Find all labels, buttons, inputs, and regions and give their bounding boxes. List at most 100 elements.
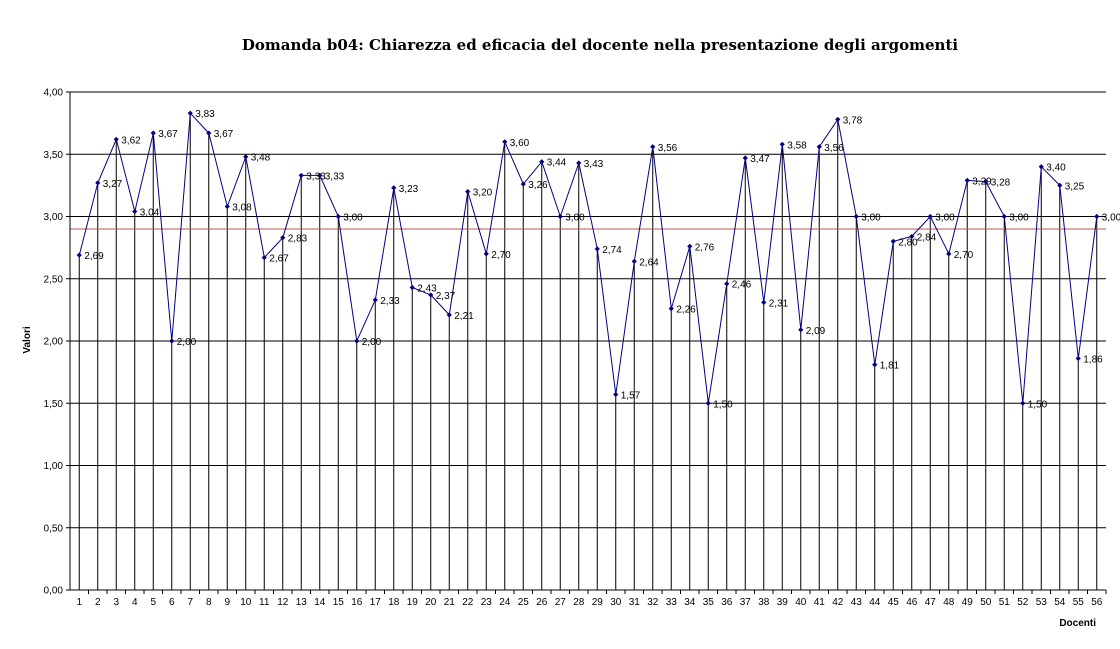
- y-tick-label: 3,50: [44, 150, 64, 161]
- data-label-10: 3,48: [251, 153, 271, 164]
- data-point-23: [483, 251, 489, 257]
- data-point-20: [428, 292, 434, 298]
- data-label-56: 3,00: [1102, 213, 1120, 224]
- data-point-35: [705, 400, 711, 406]
- x-tick-label: 38: [758, 597, 770, 608]
- y-tick-label: 3,00: [44, 212, 64, 223]
- x-tick-label: 12: [277, 597, 289, 608]
- x-tick-label: 8: [206, 597, 212, 608]
- data-label-7: 3,83: [195, 109, 215, 120]
- data-point-54: [1057, 182, 1063, 188]
- data-point-3: [113, 136, 119, 142]
- x-tick-label: 54: [1054, 597, 1066, 608]
- data-point-45: [890, 238, 896, 244]
- data-point-15: [335, 213, 341, 220]
- x-tick-label: 3: [113, 597, 119, 608]
- data-point-48: [946, 251, 952, 257]
- data-point-4: [132, 208, 138, 215]
- data-point-13: [298, 172, 304, 179]
- x-tick-label: 2: [95, 597, 101, 608]
- data-point-9: [224, 203, 230, 210]
- data-point-25: [520, 181, 526, 187]
- x-tick-label: 9: [224, 597, 230, 608]
- data-label-36: 2,46: [732, 280, 752, 291]
- data-label-4: 3,04: [140, 208, 160, 219]
- data-point-36: [724, 281, 730, 287]
- x-tick-label: 56: [1091, 597, 1103, 608]
- x-tick-label: 39: [777, 597, 789, 608]
- data-point-41: [816, 144, 822, 150]
- data-point-50: [983, 179, 989, 185]
- x-tick-label: 31: [629, 597, 641, 608]
- x-tick-label: 51: [999, 597, 1011, 608]
- data-label-52: 1,50: [1028, 399, 1048, 410]
- data-point-10: [243, 154, 249, 160]
- y-tick-labels: 0,00 0,50 1,00 1,50 2,00 2,50 3,00 3,50 4,00: [44, 88, 70, 597]
- data-point-7: [187, 110, 193, 116]
- x-axis-title: Docenti: [1059, 618, 1096, 629]
- data-label-38: 2,31: [769, 298, 789, 309]
- x-tick-label: 53: [1036, 597, 1048, 608]
- x-tick-label: 35: [703, 597, 715, 608]
- data-label-29: 2,74: [602, 245, 622, 256]
- data-label-22: 3,20: [473, 188, 493, 199]
- data-point-40: [798, 327, 804, 333]
- data-point-30: [613, 391, 619, 398]
- x-tick-label: 10: [240, 597, 252, 608]
- data-point-28: [576, 160, 582, 166]
- data-label-12: 2,83: [288, 234, 308, 245]
- data-point-33: [668, 306, 674, 312]
- x-tick-label: 26: [536, 597, 548, 608]
- data-label-33: 2,26: [676, 305, 696, 316]
- x-tick-label: 19: [407, 597, 419, 608]
- data-point-19: [409, 284, 415, 291]
- vertical-droplines: [78, 113, 1098, 590]
- data-label-25: 3,26: [528, 180, 548, 191]
- data-point-37: [742, 155, 748, 161]
- data-label-37: 3,47: [750, 154, 770, 165]
- data-point-31: [631, 258, 637, 264]
- data-point-21: [446, 312, 452, 318]
- data-point-42: [835, 116, 841, 122]
- x-tick-label: 37: [740, 597, 752, 608]
- y-axis-title: Valori: [22, 326, 33, 353]
- data-label-31: 2,64: [639, 257, 659, 268]
- data-point-32: [650, 144, 656, 150]
- y-tick-label: 1,00: [44, 461, 64, 472]
- data-label-41: 3,56: [824, 143, 844, 154]
- x-tick-label: 29: [592, 597, 604, 608]
- data-label-16: 2,00: [362, 337, 382, 348]
- x-tick-label: 36: [721, 597, 733, 608]
- x-tick-label: 1: [76, 597, 82, 608]
- x-tick-label: 46: [906, 597, 918, 608]
- x-tick-label: 48: [943, 597, 955, 608]
- data-label-15: 3,00: [343, 213, 363, 224]
- data-label-47: 3,00: [935, 213, 955, 224]
- y-tick-label: 2,50: [44, 274, 64, 285]
- x-tick-label: 6: [169, 597, 175, 608]
- data-point-17: [372, 297, 378, 303]
- data-label-53: 3,40: [1046, 163, 1066, 174]
- x-tick-labels: 1 2 3 4 5 6 7 8 9 10 11 12 13 14 15 16 17 18 19 20 21 22 23 24 2…: [76, 590, 1107, 608]
- data-label-18: 3,23: [399, 184, 419, 195]
- x-tick-label: 27: [555, 597, 567, 608]
- data-point-34: [687, 243, 693, 249]
- x-tick-label: 44: [869, 597, 881, 608]
- data-label-28: 3,43: [584, 159, 604, 170]
- data-point-49: [964, 177, 970, 183]
- data-label-5: 3,67: [158, 129, 178, 140]
- x-tick-label: 52: [1017, 597, 1029, 608]
- x-tick-label: 4: [132, 597, 138, 608]
- data-label-39: 3,58: [787, 140, 807, 151]
- data-label-3: 3,62: [121, 135, 141, 146]
- data-label-34: 2,76: [695, 242, 715, 253]
- y-tick-label: 0,50: [44, 523, 64, 534]
- x-tick-label: 18: [388, 597, 400, 608]
- x-tick-label: 50: [980, 597, 992, 608]
- y-tick-label: 0,00: [44, 586, 64, 597]
- data-point-18: [391, 185, 397, 191]
- y-tick-label: 1,50: [44, 399, 64, 410]
- data-label-42: 3,78: [843, 115, 863, 126]
- data-label-27: 3,00: [565, 213, 585, 224]
